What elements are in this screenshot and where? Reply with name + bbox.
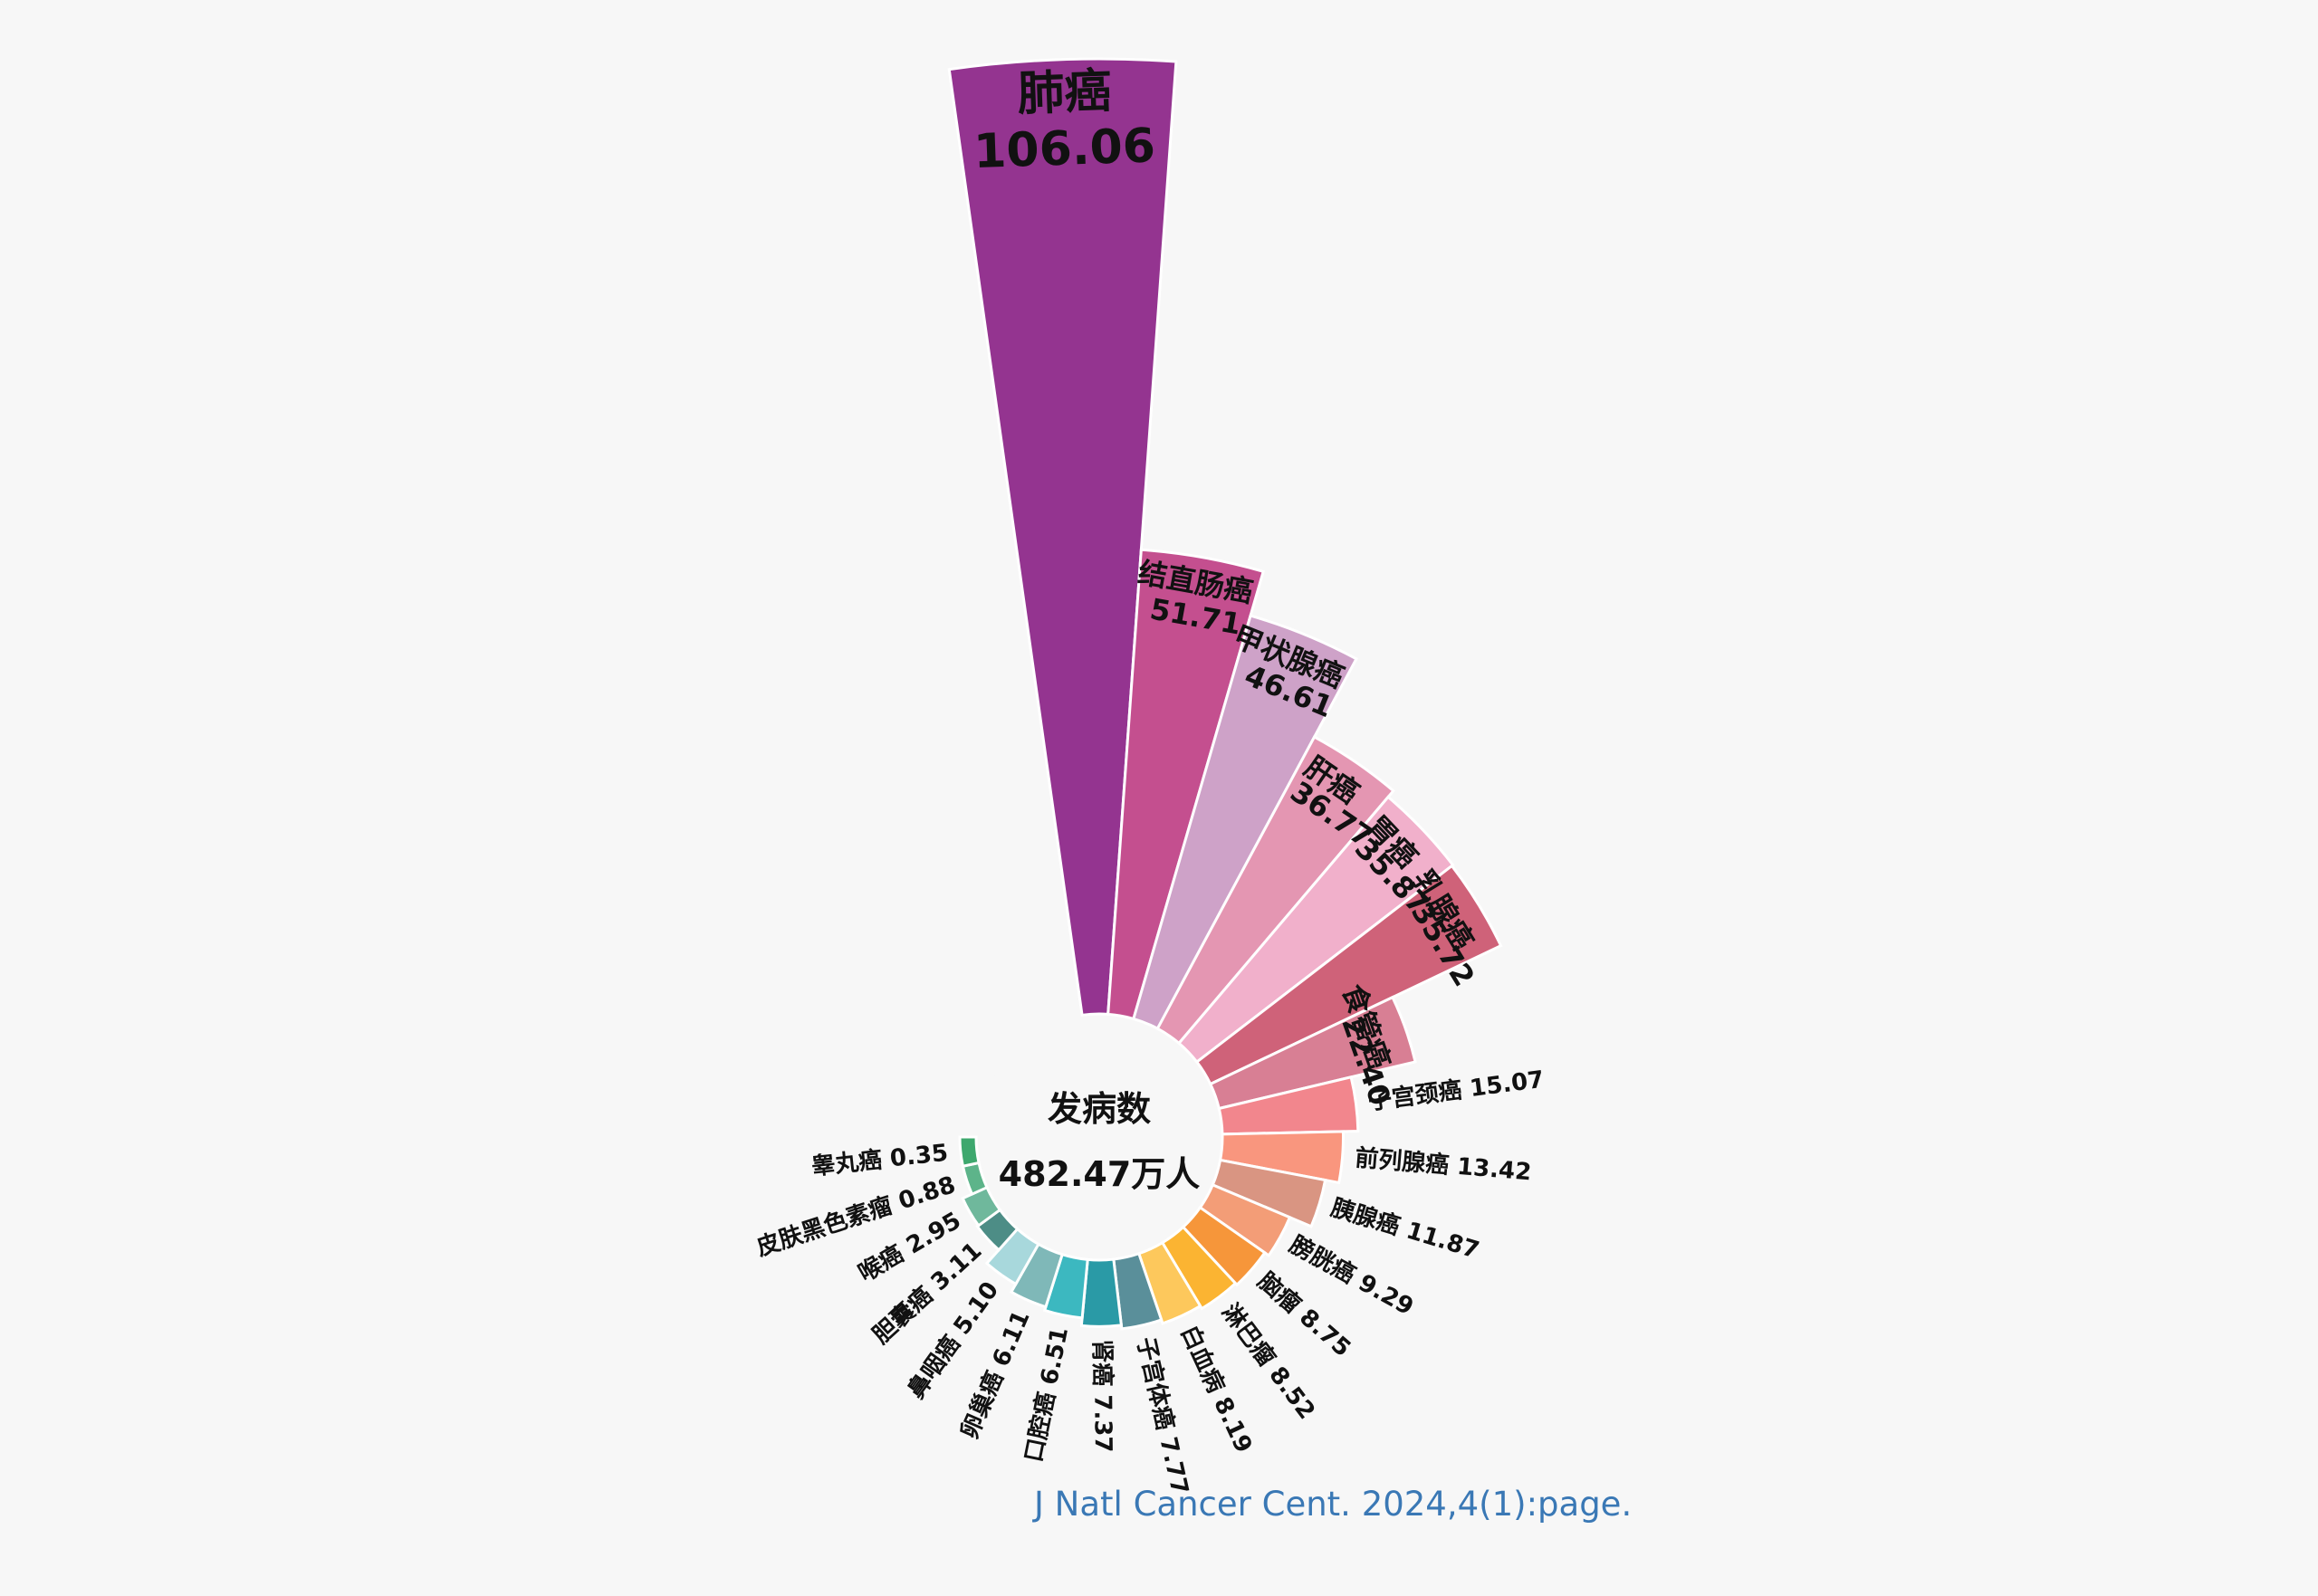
rose-sector xyxy=(1079,1257,1124,1328)
rose-sector xyxy=(1106,548,1266,1021)
sector-outer-label: 肾癌 7.37 xyxy=(1088,1339,1117,1453)
sector-outer-label: 子宫颈癌 15.07 xyxy=(1366,1065,1546,1115)
rose-sector xyxy=(947,57,1178,1018)
sector-name: 口腔癌 xyxy=(1019,1390,1060,1465)
sector-name: 前列腺癌 xyxy=(1354,1143,1450,1179)
rose-sector xyxy=(1194,864,1503,1086)
rose-sector xyxy=(1208,995,1417,1111)
rose-sector xyxy=(1211,1158,1327,1228)
rose-sector xyxy=(1218,1130,1345,1185)
sector-name: 淋巴瘤 xyxy=(1216,1298,1281,1371)
sector-outer-label: 口腔癌 6.51 xyxy=(1019,1324,1073,1464)
rose-sector xyxy=(1198,1182,1292,1257)
sector-name: 肾癌 xyxy=(1088,1339,1117,1386)
rose-sector xyxy=(1160,1225,1238,1311)
rose-sector xyxy=(1009,1242,1065,1309)
center-disc xyxy=(978,1016,1221,1258)
sector-value: 8.75 xyxy=(1288,1298,1356,1362)
sector-outer-label: 前列腺癌 13.42 xyxy=(1354,1143,1532,1186)
center-label: 发病数 xyxy=(1048,1089,1151,1129)
sector-value: 15.07 xyxy=(1461,1066,1546,1103)
sector-value: 7.37 xyxy=(1089,1386,1117,1453)
rose-sector xyxy=(984,1227,1040,1286)
sector-value: 6.11 xyxy=(983,1306,1035,1378)
sector-name: 睾丸癌 xyxy=(810,1145,884,1180)
rose-sectors xyxy=(947,57,1503,1331)
sector-name: 子宫体癌 xyxy=(1132,1334,1180,1432)
rose-sector xyxy=(1112,1251,1164,1331)
rose-sector xyxy=(1136,1240,1202,1325)
sector-outer-label: 子宫体癌 7.77 xyxy=(1132,1334,1194,1497)
sector-name: 卵巢癌 xyxy=(954,1367,1009,1443)
sector-value: 106.06 xyxy=(972,119,1156,179)
rose-sector xyxy=(1155,735,1395,1046)
sector-name: 肺癌 xyxy=(1017,64,1113,122)
sector-name: 鼻咽癌 xyxy=(902,1330,966,1403)
rose-sector xyxy=(1132,614,1358,1031)
sector-name: 胰腺癌 xyxy=(1327,1193,1403,1240)
sector-value: 8.52 xyxy=(1259,1355,1320,1425)
sector-value: 13.42 xyxy=(1448,1152,1532,1186)
rose-sector xyxy=(1042,1252,1089,1320)
sector-outer-label: 睾丸癌 0.35 xyxy=(810,1138,950,1180)
sector-value: 11.87 xyxy=(1395,1214,1482,1264)
sector-value: 9.29 xyxy=(1346,1265,1418,1321)
rose-sector xyxy=(958,1135,981,1169)
sector-value: 6.51 xyxy=(1034,1324,1074,1395)
rose-sector xyxy=(1217,1075,1360,1136)
rose-sector xyxy=(1181,1205,1267,1287)
rose-sector xyxy=(961,1185,1002,1228)
sector-value: 0.35 xyxy=(880,1139,949,1173)
citation: J Natl Cancer Cent. 2024,4(1):page. xyxy=(1034,1485,1633,1524)
sector-value: 8.19 xyxy=(1205,1385,1258,1457)
sector-name: 膀胱癌 xyxy=(1284,1229,1360,1288)
sector-outer-label: 胰腺癌 11.87 xyxy=(1327,1193,1482,1265)
sector-name: 白血病 xyxy=(1175,1321,1231,1397)
center-value: 482.47万人 xyxy=(999,1154,1201,1194)
